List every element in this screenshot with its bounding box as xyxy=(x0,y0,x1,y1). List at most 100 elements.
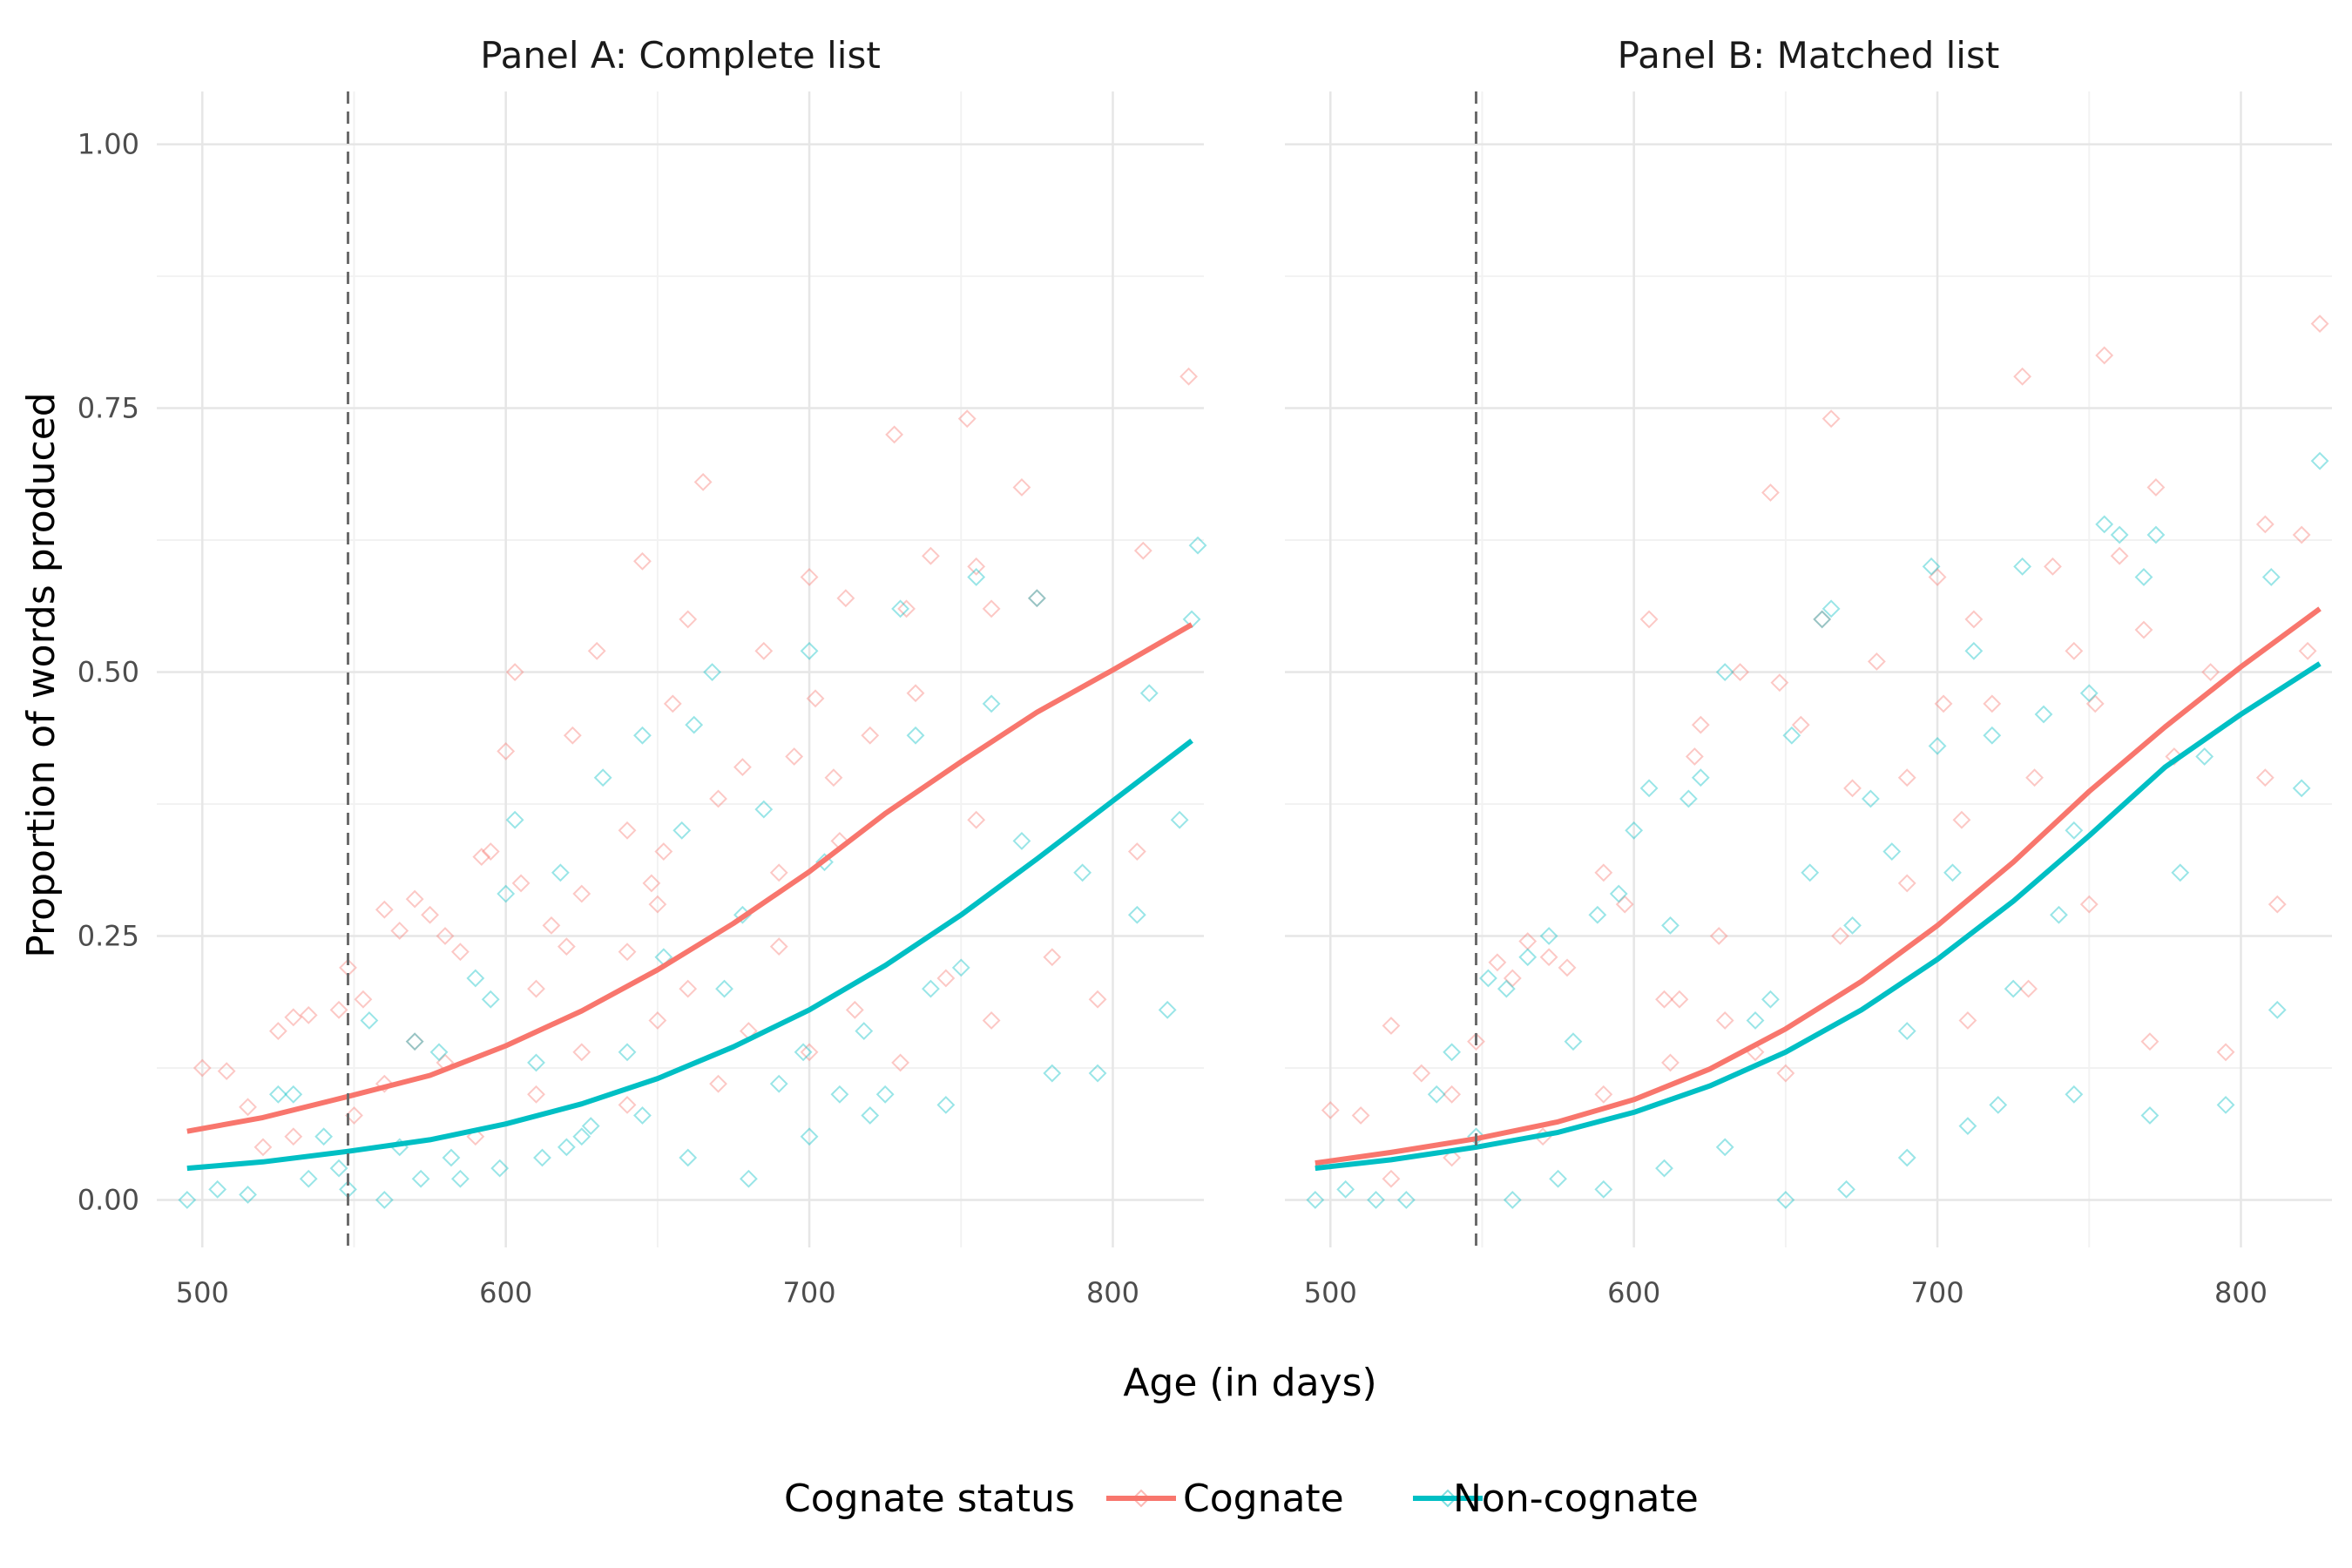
data-point xyxy=(1088,990,1107,1009)
data-point xyxy=(533,1148,551,1167)
data-point xyxy=(1843,779,1862,798)
data-point xyxy=(481,990,500,1009)
data-point xyxy=(1639,779,1659,798)
data-point xyxy=(411,1169,430,1188)
data-point xyxy=(709,1074,727,1093)
data-point xyxy=(2004,979,2023,998)
legend-label: Non-cognate xyxy=(1453,1477,1699,1521)
data-point xyxy=(1382,1169,1401,1188)
x-tick-label: 700 xyxy=(1911,1276,1964,1309)
data-point xyxy=(2110,525,2129,544)
data-point xyxy=(785,747,804,766)
data-point xyxy=(2310,314,2329,334)
data-point xyxy=(685,715,704,734)
data-point xyxy=(1958,1011,1977,1030)
data-point xyxy=(800,1127,819,1146)
data-point xyxy=(1831,927,1849,945)
data-point xyxy=(178,1191,197,1209)
data-point xyxy=(2255,768,2274,787)
data-point xyxy=(1964,610,1984,629)
data-point xyxy=(405,1032,424,1051)
data-point xyxy=(268,1022,287,1040)
data-point xyxy=(2079,684,2099,703)
data-point xyxy=(1685,747,1704,766)
data-point xyxy=(618,943,637,962)
data-point xyxy=(1679,789,1698,808)
data-point xyxy=(1897,1148,1916,1167)
data-point xyxy=(1943,863,1962,882)
data-point xyxy=(563,726,582,745)
data-point xyxy=(1983,694,2002,713)
data-point xyxy=(1503,1191,1522,1209)
data-point xyxy=(1609,884,1628,903)
data-point xyxy=(2019,979,2038,998)
data-point xyxy=(505,810,524,829)
data-point xyxy=(354,990,373,1009)
y-tick-label: 0.50 xyxy=(78,656,139,689)
data-point xyxy=(1670,990,1689,1009)
x-tick-label: 600 xyxy=(1607,1276,1660,1309)
data-point xyxy=(824,768,843,787)
data-point xyxy=(1539,927,1558,945)
data-point xyxy=(1837,1179,1855,1199)
data-point xyxy=(2216,1043,2235,1062)
data-point xyxy=(1958,1117,1977,1136)
data-point xyxy=(1770,673,1789,693)
data-point xyxy=(505,663,524,681)
data-point xyxy=(845,1000,864,1019)
y-tick-label: 0.25 xyxy=(78,919,139,952)
data-point xyxy=(2268,895,2287,914)
data-point xyxy=(1133,541,1152,560)
data-point xyxy=(897,599,916,618)
data-point xyxy=(1821,409,1841,429)
data-point xyxy=(405,1032,424,1051)
data-point xyxy=(345,1106,363,1125)
data-point xyxy=(572,1127,591,1146)
data-point xyxy=(299,1169,318,1188)
data-point xyxy=(1012,478,1031,497)
x-axis-title: Age (in days) xyxy=(1123,1361,1376,1405)
data-point xyxy=(1882,842,1902,861)
data-point xyxy=(2292,525,2311,544)
data-point xyxy=(794,1043,813,1062)
data-point xyxy=(527,1053,545,1072)
data-point xyxy=(1012,832,1031,850)
data-point xyxy=(1443,1148,1462,1167)
data-point xyxy=(1897,768,1916,787)
legend-title: Cognate status xyxy=(784,1477,1075,1521)
data-point xyxy=(2013,557,2032,576)
data-point xyxy=(1539,948,1558,967)
data-point xyxy=(466,969,485,988)
fit-line xyxy=(186,622,1193,1134)
data-point xyxy=(2065,1085,2084,1104)
x-tick-label: 500 xyxy=(176,1276,229,1309)
data-point xyxy=(1127,905,1146,924)
data-point xyxy=(800,568,819,586)
data-point xyxy=(1897,874,1916,893)
data-point xyxy=(1843,916,1862,935)
data-point xyxy=(268,1085,287,1104)
data-point xyxy=(1382,1017,1401,1035)
data-point xyxy=(375,1191,394,1209)
data-point xyxy=(663,694,682,713)
data-point xyxy=(1396,1191,1416,1209)
data-point xyxy=(1922,557,1941,576)
data-point xyxy=(2292,779,2311,798)
data-point xyxy=(1467,1032,1485,1051)
data-point xyxy=(1813,610,1832,629)
data-point xyxy=(375,1074,394,1093)
data-point xyxy=(2044,557,2062,576)
x-tick-label: 800 xyxy=(1086,1276,1139,1309)
data-point xyxy=(715,979,733,998)
data-point xyxy=(618,821,637,840)
data-point xyxy=(193,1058,212,1078)
data-point xyxy=(527,979,545,998)
data-point xyxy=(679,1148,698,1167)
data-point xyxy=(967,568,986,586)
data-point xyxy=(642,874,661,893)
data-point xyxy=(922,979,940,998)
data-point xyxy=(633,726,652,745)
data-point xyxy=(1503,969,1522,988)
data-point xyxy=(1715,1138,1734,1157)
data-point xyxy=(1625,821,1644,840)
